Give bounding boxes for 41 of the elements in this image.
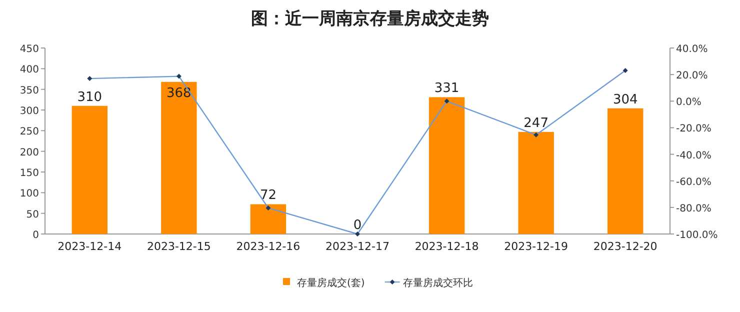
x-tick-label: 2023-12-17 bbox=[326, 240, 390, 253]
y2-tick-label: -100.0% bbox=[676, 230, 718, 241]
data-label: 0 bbox=[353, 218, 362, 233]
data-label: 310 bbox=[77, 90, 102, 105]
y-tick-label: 250 bbox=[20, 126, 39, 138]
y2-tick-label: 40.0% bbox=[676, 44, 708, 55]
bar bbox=[608, 108, 644, 234]
x-tick-label: 2023-12-18 bbox=[414, 240, 479, 253]
data-label: 304 bbox=[612, 92, 638, 108]
y2-tick-label: -60.0% bbox=[676, 176, 712, 188]
data-label: 247 bbox=[524, 116, 548, 131]
bar bbox=[161, 82, 197, 234]
x-tick-label: 2023-12-20 bbox=[593, 240, 658, 253]
y-tick-label: 50 bbox=[26, 209, 39, 220]
y-tick-label: 300 bbox=[20, 106, 39, 117]
y-tick-label: 0 bbox=[32, 230, 39, 241]
y2-tick-label: -80.0% bbox=[676, 203, 712, 214]
y-tick-label: 200 bbox=[20, 147, 39, 158]
data-label: 368 bbox=[166, 86, 192, 101]
data-label: 72 bbox=[260, 188, 276, 204]
y2-tick-label: 20.0% bbox=[676, 70, 708, 82]
y-tick-label: 450 bbox=[20, 44, 39, 55]
x-tick-label: 2023-12-14 bbox=[58, 240, 122, 253]
bar bbox=[518, 132, 554, 234]
bar bbox=[250, 204, 286, 234]
x-tick-label: 2023-12-19 bbox=[504, 240, 568, 253]
bar bbox=[72, 106, 108, 234]
x-tick-label: 2023-12-15 bbox=[146, 240, 211, 253]
bar bbox=[428, 97, 465, 234]
y2-tick-label: -40.0% bbox=[676, 150, 712, 162]
y-tick-label: 400 bbox=[20, 64, 39, 76]
y-tick-label: 100 bbox=[20, 188, 39, 200]
y-tick-label: 350 bbox=[20, 85, 39, 96]
data-label: 331 bbox=[434, 81, 460, 96]
y2-tick-label: 0.0% bbox=[676, 97, 702, 108]
y2-tick-label: -20.0% bbox=[676, 124, 712, 135]
legend-label: 存量房成交(套) bbox=[297, 277, 365, 289]
x-tick-label: 2023-12-16 bbox=[236, 240, 300, 253]
chart-title: 图：近一周南京存量房成交走势 bbox=[251, 9, 489, 29]
y-tick-label: 150 bbox=[20, 168, 39, 179]
legend-label: 存量房成交环比 bbox=[402, 277, 473, 289]
